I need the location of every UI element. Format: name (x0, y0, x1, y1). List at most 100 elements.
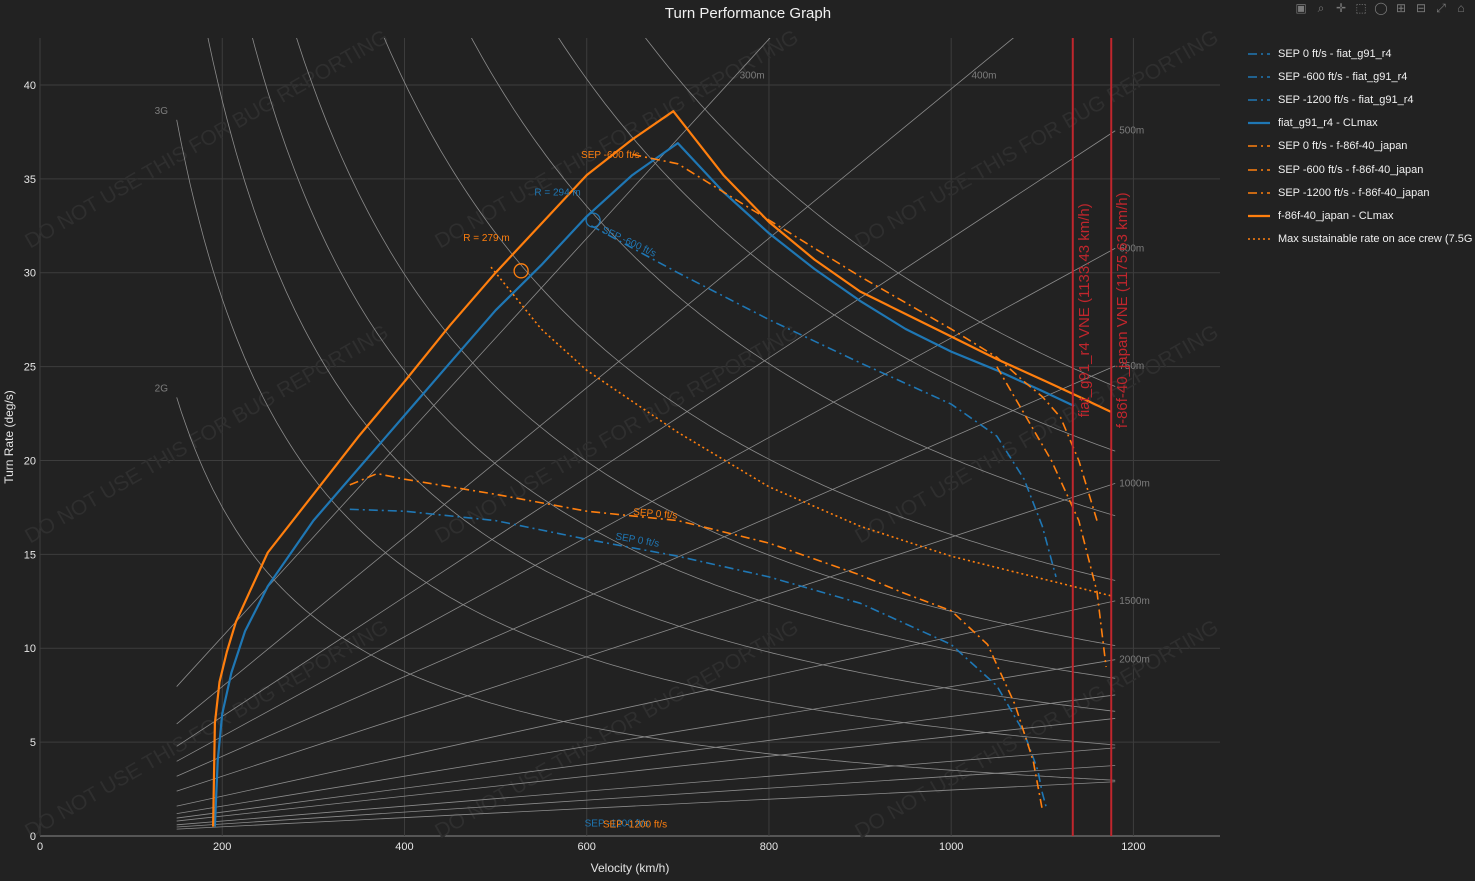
series-line-1[interactable] (590, 225, 1057, 578)
y-tick-label: 30 (24, 268, 36, 280)
turn-radius-label: 300m (740, 71, 765, 82)
legend-swatch (1248, 52, 1270, 55)
legend-label: SEP -1200 ft/s - f-86f-40_japan (1278, 186, 1430, 199)
load-factor-line (176, 119, 1116, 746)
load-factor-line (558, 38, 1116, 452)
legend-swatch (1248, 214, 1270, 218)
max-rate-marker[interactable] (585, 212, 601, 228)
load-factor-line (296, 38, 1116, 646)
autoscale-icon[interactable]: ⤢ (1436, 0, 1446, 15)
series-line-7[interactable] (212, 110, 1112, 827)
y-tick-label: 40 (24, 80, 36, 92)
legend-item[interactable]: SEP -1200 ft/s - f-86f-40_japan (1248, 181, 1475, 204)
y-tick-label: 35 (24, 174, 36, 186)
chart-toolbar: ▣ ⌕ ✛ ⬚ ◯ ⊞ ⊟ ⤢ ⌂ (1293, 0, 1469, 16)
turn-radius-label: 600m (1119, 243, 1144, 254)
series-layer (212, 110, 1112, 827)
legend-swatch (1248, 168, 1270, 171)
legend-item[interactable]: f-86f-40_japan - CLmax (1248, 204, 1475, 227)
max-rate-marker[interactable] (513, 263, 529, 279)
zoom-out-icon[interactable]: ⊟ (1415, 1, 1427, 15)
grid (39, 38, 1220, 837)
x-tick-label: 400 (395, 841, 413, 853)
camera-icon[interactable]: ▣ (1295, 1, 1307, 15)
turn-radius-line (176, 38, 1014, 725)
legend-label: fiat_g91_r4 - CLmax (1278, 117, 1378, 130)
turn-radius-label: 400m (971, 71, 996, 82)
lasso-icon[interactable]: ◯ (1374, 1, 1388, 15)
chart-annotation: R = 294 m (534, 188, 580, 199)
box-select-icon[interactable]: ⬚ (1355, 1, 1367, 15)
turn-radius-line (176, 600, 1116, 807)
legend-label: SEP -600 ft/s - f-86f-40_japan (1278, 163, 1424, 176)
chart-legend: SEP 0 ft/s - fiat_g91_r4 SEP -600 ft/s - … (1248, 42, 1475, 251)
legend-item[interactable]: Max sustainable rate on ace crew (7.5G (1248, 228, 1475, 251)
load-factor-line (645, 38, 1116, 387)
turn-radius-line (176, 247, 1116, 762)
watermark-text: DO NOT USE THIS FOR BUG REPORTING (21, 26, 392, 254)
legend-item[interactable]: SEP 0 ft/s - fiat_g91_r4 (1248, 42, 1475, 65)
turn-radius-line (176, 694, 1116, 819)
legend-label: f-86f-40_japan - CLmax (1278, 209, 1394, 222)
reference-line-labels: 2G 3G 300m 400m 500m 600m 750m 1000m 1500m 2000m (155, 71, 1150, 666)
zoom-in-icon[interactable]: ⊞ (1395, 1, 1407, 15)
load-factor-label: 2G (155, 383, 169, 394)
y-tick-label: 5 (30, 737, 36, 749)
y-tick-label: 0 (30, 831, 36, 843)
legend-swatch (1248, 145, 1270, 148)
load-factor-line (383, 38, 1116, 581)
series-line-5[interactable] (632, 153, 1098, 521)
legend-item[interactable]: SEP -600 ft/s - f-86f-40_japan (1248, 158, 1475, 181)
legend-item[interactable]: fiat_g91_r4 - CLmax (1248, 112, 1475, 135)
zoom-icon[interactable]: ⌕ (1317, 0, 1325, 15)
x-tick-label: 600 (578, 841, 596, 853)
legend-item[interactable]: SEP -1200 ft/s - fiat_g91_r4 (1248, 88, 1475, 111)
legend-swatch (1248, 238, 1270, 240)
legend-item[interactable]: SEP 0 ft/s - f-86f-40_japan (1248, 135, 1475, 158)
vne-label: f-86f-40_japan VNE (1175.63 km/h) (1114, 192, 1131, 428)
y-tick-label: 25 (24, 362, 36, 374)
load-factor-line (252, 38, 1116, 679)
chart-title: Turn Performance Graph (665, 5, 831, 22)
series-line-8[interactable] (490, 266, 1111, 597)
series-line-4[interactable] (349, 472, 1044, 810)
chart-annotation: R = 279 m (463, 233, 509, 244)
pan-icon[interactable]: ✛ (1335, 1, 1347, 15)
turn-radius-label: 2000m (1119, 655, 1150, 666)
legend-label: SEP 0 ft/s - fiat_g91_r4 (1278, 47, 1392, 60)
chart-annotation: SEP 0 ft/s (615, 531, 661, 550)
chart-annotation: SEP -1200 ft/s (603, 820, 667, 831)
legend-label: SEP -600 ft/s - fiat_g91_r4 (1278, 70, 1408, 83)
vne-layer: fiat_g91_r4 VNE (1133.43 km/h) f-86f-40_j… (1071, 38, 1131, 836)
turn-radius-line (176, 659, 1116, 814)
y-axis-label: Turn Rate (deg/s) (2, 390, 16, 484)
legend-label: Max sustainable rate on ace crew (7.5G (1278, 233, 1473, 246)
x-axis-label: Velocity (km/h) (591, 861, 670, 875)
watermark-text: DO NOT USE THIS FOR BUG REPORTING (21, 321, 392, 549)
turn-radius-label: 1500m (1119, 596, 1150, 607)
legend-item[interactable]: SEP -600 ft/s - fiat_g91_r4 (1248, 65, 1475, 88)
legend-swatch (1248, 99, 1270, 101)
turn-radius-line (176, 482, 1116, 792)
load-factor-line (471, 38, 1116, 517)
legend-label: SEP 0 ft/s - f-86f-40_japan (1278, 140, 1408, 153)
reference-lines (176, 38, 1116, 830)
chart-annotation: SEP 0 ft/s (633, 507, 678, 522)
series-line-3[interactable] (213, 142, 1075, 827)
series-line-0[interactable] (349, 508, 1048, 810)
load-factor-line (207, 38, 1116, 712)
series-line-6[interactable] (996, 366, 1107, 668)
turn-radius-label: 500m (1119, 126, 1144, 137)
legend-swatch (1248, 122, 1270, 125)
turn-radius-line (176, 38, 771, 687)
y-tick-label: 10 (24, 643, 36, 655)
legend-label: SEP -1200 ft/s - fiat_g91_r4 (1278, 93, 1414, 106)
load-factor-label: 3G (155, 106, 169, 117)
x-tick-label: 200 (213, 841, 231, 853)
home-icon[interactable]: ⌂ (1457, 1, 1465, 15)
vne-label: fiat_g91_r4 VNE (1133.43 km/h) (1076, 203, 1093, 417)
watermark-text: DO NOT USE THIS FOR BUG REPORTING (851, 616, 1222, 844)
x-tick-label: 800 (760, 841, 778, 853)
